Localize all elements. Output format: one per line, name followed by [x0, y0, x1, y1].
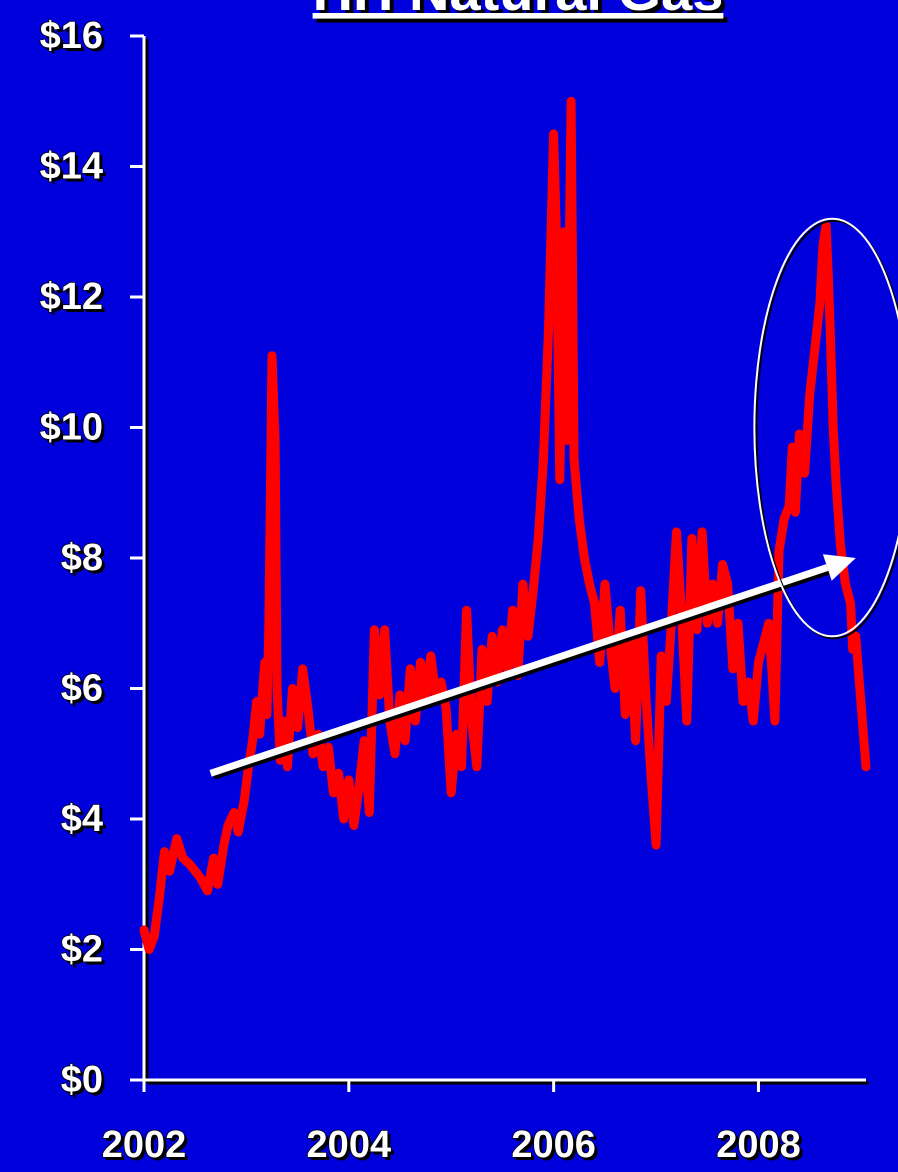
tick-labels: $0$0$2$2$4$4$6$6$8$8$10$10$12$12$14$14$1… — [39, 14, 804, 1169]
y-tick-label: $16 — [40, 15, 103, 57]
x-tick-label: 2004 — [307, 1124, 392, 1166]
y-tick-label-shadow: $8 — [64, 540, 106, 582]
series-group — [139, 96, 871, 954]
y-tick-label: $10 — [40, 407, 103, 449]
trend-arrow-shadow — [212, 567, 832, 780]
y-tick-label-shadow: $0 — [64, 1062, 106, 1104]
highlight-ellipse-shadow — [755, 219, 898, 640]
x-tick-label-shadow: 2004 — [310, 1127, 395, 1169]
price-line — [139, 96, 871, 954]
y-tick-label: $2 — [61, 929, 103, 971]
axes — [130, 34, 869, 1092]
trend-arrow-head — [822, 554, 856, 581]
y-tick-label: $0 — [61, 1059, 103, 1101]
y-tick-label-shadow: $2 — [64, 932, 106, 974]
chart-title-shadow: HH Natural Gas — [317, 0, 728, 26]
highlight-ellipse — [753, 217, 898, 638]
x-tick-label-shadow: 2006 — [514, 1127, 599, 1169]
y-tick-label: $4 — [61, 798, 103, 840]
x-tick-label: 2002 — [102, 1124, 187, 1166]
y-tick-label: $14 — [40, 146, 103, 188]
y-tick-label-shadow: $12 — [43, 279, 106, 321]
annotations — [209, 217, 898, 780]
y-tick-label-shadow: $6 — [64, 671, 106, 713]
y-tick-label: $12 — [40, 276, 103, 318]
x-tick-label-shadow: 2002 — [105, 1127, 190, 1169]
trend-arrow-line — [209, 564, 829, 777]
x-tick-label: 2006 — [511, 1124, 596, 1166]
y-tick-label-shadow: $16 — [43, 18, 106, 60]
y-tick-label-shadow: $4 — [64, 801, 106, 843]
x-tick-label-shadow: 2008 — [719, 1127, 804, 1169]
y-tick-label-shadow: $10 — [43, 410, 106, 452]
x-tick-label: 2008 — [716, 1124, 801, 1166]
y-tick-label: $8 — [61, 537, 103, 579]
y-tick-label: $6 — [61, 668, 103, 710]
chart-title: HH Natural Gas — [313, 0, 724, 22]
y-tick-label-shadow: $14 — [43, 149, 106, 191]
chart-title-group: HH Natural Gas HH Natural Gas — [313, 0, 728, 26]
